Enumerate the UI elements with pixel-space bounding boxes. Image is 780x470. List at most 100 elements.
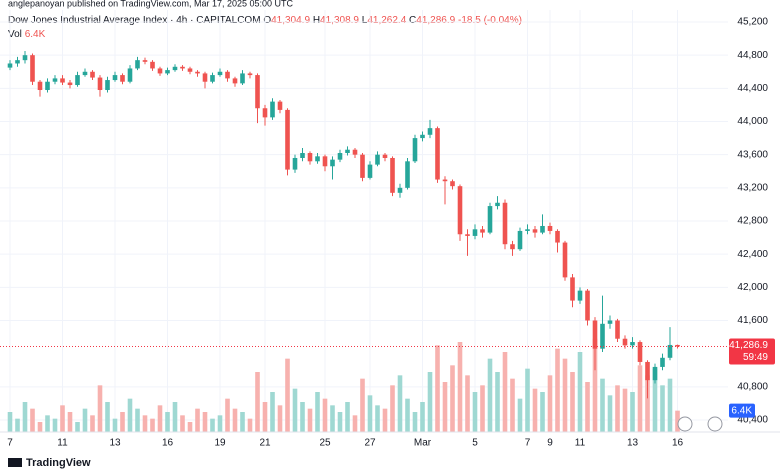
- candle-body: [390, 157, 395, 193]
- candle-body: [22, 55, 28, 61]
- volume-bar: [382, 408, 388, 432]
- candle-body: [645, 361, 650, 381]
- candle-body: [277, 101, 283, 110]
- candle-body: [315, 156, 320, 162]
- y-tick-label: 42,000: [737, 282, 768, 293]
- volume-bar: [262, 402, 268, 432]
- x-tick-label: Mar: [414, 438, 432, 449]
- candle-body: [555, 230, 560, 243]
- candle-body: [322, 156, 328, 167]
- candle-body: [367, 164, 373, 178]
- x-tick-label: 19: [214, 438, 226, 449]
- volume-bar: [420, 402, 425, 432]
- y-tick-label: 42,800: [737, 216, 768, 227]
- volume-bar: [292, 388, 298, 432]
- volume-bar: [540, 392, 545, 432]
- volume-bar: [97, 385, 103, 432]
- low: 41,262.4: [367, 15, 406, 26]
- volume-bar: [210, 418, 215, 432]
- volume-bar: [502, 352, 508, 432]
- logo-mark: [8, 458, 22, 467]
- candle-body: [37, 81, 43, 91]
- volume-bar: [675, 410, 680, 432]
- candle-body: [495, 202, 500, 207]
- volume-bar: [405, 398, 410, 432]
- volume-bar: [562, 358, 568, 432]
- candle-body: [502, 202, 508, 245]
- candle-body: [517, 230, 523, 250]
- candle-body: [7, 63, 13, 68]
- candle-body: [195, 71, 200, 74]
- volume-bar: [307, 408, 313, 432]
- candle-body: [457, 186, 463, 235]
- volume-bar: [270, 392, 275, 432]
- candle-body: [510, 244, 515, 250]
- volume-bar: [645, 375, 650, 432]
- volume-bar: [337, 412, 343, 432]
- volume-bar: [285, 358, 290, 432]
- candle-body: [637, 342, 643, 362]
- candle-body: [285, 109, 290, 170]
- candle-body: [570, 277, 575, 301]
- candle-body: [532, 229, 538, 233]
- volume-bar: [630, 392, 635, 432]
- y-tick-label: 42,400: [737, 249, 768, 260]
- volume-bar: [660, 385, 665, 432]
- candle-body: [15, 60, 20, 64]
- x-tick-label: 25: [319, 438, 331, 449]
- candle-body: [112, 75, 118, 81]
- candle-body: [427, 128, 433, 135]
- volume-bar: [517, 398, 523, 432]
- grid: [0, 10, 728, 432]
- volume-bar: [157, 405, 163, 432]
- candle-body: [210, 75, 215, 82]
- volume-value: 6.4K: [25, 29, 46, 40]
- brand: TradingView: [26, 457, 91, 469]
- volume-bar: [142, 415, 148, 432]
- volume-bar: [120, 412, 125, 432]
- y-tick-label: 41,600: [737, 315, 768, 326]
- candle-body: [135, 60, 140, 69]
- candle-body: [172, 66, 178, 71]
- volume-bar: [172, 402, 178, 432]
- volume-bar: [37, 422, 43, 432]
- x-tick-label: 16: [162, 438, 174, 449]
- symbol: Dow Jones Industrial Average Index · 4h …: [8, 15, 261, 26]
- y-tick-label: 44,000: [737, 116, 768, 127]
- candle-body: [435, 128, 440, 180]
- event-flag[interactable]: [677, 416, 693, 432]
- volume-bar: [15, 418, 20, 432]
- volume-label: Vol: [8, 29, 22, 40]
- volume-bar: [7, 412, 13, 432]
- candle-body: [487, 206, 493, 233]
- candle-body: [465, 234, 470, 236]
- candle-body: [255, 75, 260, 109]
- candle-body: [90, 71, 95, 78]
- candle-body: [547, 225, 553, 231]
- x-tick-label: 11: [57, 438, 68, 449]
- logo: TradingView: [8, 457, 91, 469]
- volume-bar: [112, 418, 118, 432]
- volume-bar: [510, 378, 515, 432]
- low-label: L: [362, 15, 368, 26]
- y-tick-label: 43,200: [737, 182, 768, 193]
- candle-body: [217, 71, 223, 76]
- candle-body: [420, 134, 425, 139]
- volume-bar: [225, 398, 230, 432]
- volume-bar: [622, 388, 628, 432]
- candle-body: [52, 78, 58, 82]
- candle-body: [307, 153, 313, 162]
- candle-body: [480, 229, 485, 233]
- volume-bar: [375, 405, 380, 432]
- candle-body: [202, 73, 208, 82]
- candle-body: [375, 154, 380, 165]
- candle-body: [60, 78, 65, 83]
- volume-bar: [165, 412, 170, 432]
- candle-body: [300, 153, 305, 158]
- candle-body: [360, 154, 365, 178]
- volume-bar: [247, 418, 253, 432]
- candle-body: [97, 77, 103, 91]
- volume-bar: [397, 375, 403, 432]
- high: 41,308.9: [320, 15, 359, 26]
- event-flag[interactable]: [707, 416, 723, 432]
